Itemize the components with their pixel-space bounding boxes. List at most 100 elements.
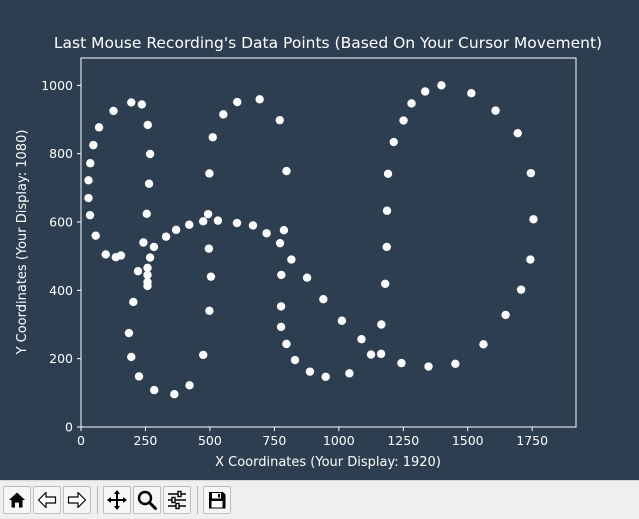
home-icon [9, 492, 25, 508]
data-point [383, 169, 393, 179]
data-point [467, 88, 476, 98]
data-point [277, 270, 286, 280]
data-point [376, 349, 386, 359]
save-button[interactable] [203, 486, 231, 514]
data-point [491, 106, 500, 115]
data-point [185, 220, 194, 229]
data-point [205, 169, 214, 178]
data-point [143, 281, 152, 291]
data-point [424, 362, 433, 371]
chart-figure: Last Mouse Recording's Data Points (Base… [0, 0, 639, 480]
data-point [84, 176, 93, 185]
back-button[interactable] [33, 486, 61, 514]
subplots-button[interactable] [163, 486, 191, 514]
data-point [150, 385, 159, 395]
data-point [382, 242, 391, 252]
data-point [377, 320, 386, 329]
data-point [337, 316, 347, 325]
x-tick-label: 1000 [323, 433, 355, 448]
data-point [282, 166, 291, 176]
data-point [319, 295, 328, 304]
data-point [276, 302, 286, 311]
figure-background [0, 0, 639, 480]
pan-move-icon [107, 490, 127, 510]
pan-button[interactable] [103, 486, 131, 514]
data-point [420, 87, 430, 96]
data-point [451, 359, 460, 368]
data-point [143, 270, 152, 280]
data-point [526, 255, 535, 264]
x-tick-label: 250 [134, 433, 158, 448]
data-point [389, 137, 398, 147]
data-point [290, 355, 300, 365]
data-point [116, 251, 126, 260]
y-tick-label: 400 [49, 283, 73, 298]
forward-arrow-icon [67, 491, 87, 509]
data-points [84, 81, 538, 399]
data-point [501, 310, 510, 320]
data-point [171, 225, 181, 235]
y-axis-label: Y Coordinates (Your Display: 1080) [15, 130, 30, 356]
configure-subplots-icon [168, 490, 186, 510]
data-point [85, 210, 95, 220]
data-point [203, 209, 213, 219]
data-point [143, 263, 152, 272]
data-point [199, 350, 208, 360]
data-point [513, 128, 522, 138]
back-arrow-icon [37, 491, 57, 509]
data-point [208, 133, 217, 142]
data-point [255, 95, 264, 104]
x-tick-label: 0 [77, 433, 85, 448]
data-point [321, 372, 330, 381]
data-point [381, 279, 390, 289]
y-tick-label: 1000 [41, 78, 73, 93]
forward-button[interactable] [63, 486, 91, 514]
data-point [248, 221, 258, 230]
data-point [185, 381, 194, 390]
data-point [302, 273, 312, 282]
home-button[interactable] [3, 486, 31, 514]
data-point [142, 209, 151, 218]
data-point [139, 238, 148, 247]
y-tick-label: 800 [49, 146, 73, 161]
y-tick-label: 200 [49, 351, 73, 366]
data-point [199, 217, 208, 226]
data-point [134, 372, 144, 381]
save-disk-icon [209, 492, 226, 509]
data-point [275, 238, 285, 248]
y-tick-label: 600 [49, 215, 73, 230]
data-point [282, 339, 291, 349]
data-point [399, 116, 408, 125]
data-point [170, 390, 179, 399]
data-point [143, 120, 152, 130]
data-point [205, 306, 214, 316]
data-point [145, 149, 155, 159]
data-point [129, 297, 138, 307]
y-tick-label: 0 [65, 420, 73, 435]
data-point [276, 322, 286, 332]
zoom-button[interactable] [133, 486, 161, 514]
data-point [86, 159, 95, 168]
data-point [287, 255, 296, 264]
zoom-magnifier-icon [137, 490, 157, 510]
data-point [206, 272, 216, 281]
data-point [149, 242, 159, 252]
data-point [204, 244, 214, 253]
data-point [479, 340, 488, 349]
y-axis: 0 200 400 600 800 1000 [41, 78, 81, 435]
data-point [133, 267, 143, 276]
data-point [516, 285, 526, 294]
data-point [305, 367, 315, 376]
data-point [213, 216, 223, 225]
data-point [84, 193, 93, 203]
x-tick-label: 1500 [452, 433, 484, 448]
x-tick-label: 1750 [516, 433, 548, 448]
data-point [127, 352, 136, 362]
data-point [437, 81, 446, 90]
data-point [145, 253, 155, 262]
data-point [94, 123, 104, 132]
data-point [275, 115, 284, 125]
data-point [161, 232, 171, 241]
x-axis-label: X Coordinates (Your Display: 1920) [215, 455, 441, 470]
data-point [382, 206, 392, 215]
